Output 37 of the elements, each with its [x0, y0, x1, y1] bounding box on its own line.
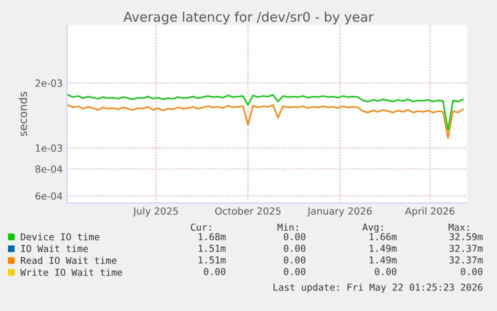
- text: 1.49m: [370, 244, 397, 252]
- text: 0.00: [284, 256, 306, 264]
- text: 1.49m: [370, 256, 397, 264]
- text: 1.66m: [370, 233, 397, 240]
- text: 1.51m: [198, 244, 226, 252]
- x-tick-label: July 2025: [132, 207, 178, 217]
- text: 0.00: [284, 268, 306, 276]
- legend-label: IO Wait time: [21, 244, 88, 252]
- text: 1.68m: [198, 233, 226, 240]
- text: 0.00: [204, 268, 226, 276]
- legend-label: Read IO Wait time: [20, 256, 116, 264]
- line-series: [67, 104, 464, 139]
- text: 32.37m: [450, 256, 483, 264]
- text: Last update: Fri May 22 01:25:23 2026: [274, 283, 482, 293]
- y-tick-label: 2e-03: [36, 79, 62, 87]
- line-series: [67, 94, 464, 131]
- text: 0.00: [374, 268, 396, 276]
- x-tick-label: October 2025: [215, 207, 281, 215]
- text: 32.59m: [450, 233, 483, 240]
- text: Min:: [278, 223, 298, 231]
- text: Max:: [448, 224, 469, 231]
- text: 0.00: [284, 233, 306, 240]
- text: 32.37m: [450, 244, 483, 252]
- x-tick-label: January 2026: [307, 207, 372, 217]
- y-tick-label: 1e-03: [36, 144, 62, 152]
- chart-title: Average latency for /dev/sr0 - by year: [123, 12, 374, 24]
- text: 1.51m: [198, 256, 226, 264]
- y-axis-title: seconds: [18, 92, 28, 136]
- legend-label: Write IO Wait time: [20, 268, 122, 276]
- text: Cur:: [190, 224, 211, 231]
- text: Avg:: [362, 224, 383, 233]
- legend-label: Device IO time: [20, 233, 100, 240]
- text: 0.00: [460, 268, 482, 276]
- y-tick-label: 8e-04: [35, 165, 62, 173]
- x-tick-label: April 2026: [405, 207, 454, 217]
- text: 0.00: [284, 244, 306, 252]
- y-tick-label: 6e-04: [35, 192, 62, 200]
